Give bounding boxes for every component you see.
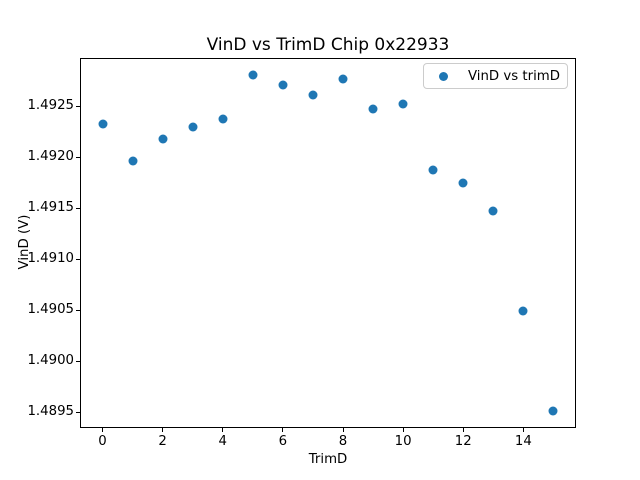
- x-axis-tick: [102, 428, 104, 432]
- y-axis-tick-label: 1.4920: [27, 149, 74, 165]
- scatter-point: [398, 99, 408, 109]
- y-axis-tick-label: 1.4910: [27, 251, 74, 267]
- scatter-point: [338, 74, 348, 84]
- x-axis-tick-label: 6: [278, 434, 288, 449]
- x-axis-tick: [462, 428, 464, 432]
- x-axis-tick-label: 12: [454, 434, 472, 449]
- scatter-point: [548, 406, 558, 416]
- x-axis-tick-label: 0: [98, 434, 107, 449]
- y-axis-tick-label: 1.4925: [27, 98, 74, 114]
- plot-area: [80, 58, 576, 428]
- y-axis-tick-label: 1.4895: [27, 404, 74, 420]
- y-axis-tick-label: 1.4900: [27, 353, 74, 369]
- y-axis-tick: [76, 309, 80, 311]
- y-axis-tick: [76, 258, 80, 260]
- x-axis-label: TrimD: [308, 452, 348, 467]
- y-axis-tick: [76, 207, 80, 209]
- x-axis-tick-label: 8: [338, 434, 348, 449]
- scatter-point: [98, 119, 108, 129]
- x-axis-tick: [162, 428, 164, 432]
- x-axis-tick: [522, 428, 524, 432]
- legend-label: VinD vs trimD: [468, 68, 560, 84]
- y-axis-tick: [76, 411, 80, 413]
- scatter-point: [488, 206, 498, 216]
- legend: VinD vs trimD: [423, 63, 568, 89]
- scatter-point: [458, 178, 468, 188]
- x-axis-tick-label: 10: [394, 434, 412, 449]
- y-axis-tick: [76, 360, 80, 362]
- legend-marker-icon: [439, 71, 448, 81]
- x-axis-tick-label: 14: [514, 434, 532, 449]
- x-axis-tick: [222, 428, 224, 432]
- y-axis-tick-label: 1.4905: [27, 302, 74, 318]
- y-axis-tick: [76, 105, 80, 107]
- x-axis-tick: [342, 428, 344, 432]
- x-axis-tick-label: 4: [218, 434, 228, 449]
- scatter-point: [128, 156, 138, 166]
- scatter-point: [248, 70, 258, 80]
- scatter-point: [518, 306, 528, 316]
- scatter-point: [218, 114, 228, 124]
- scatter-point: [368, 104, 378, 114]
- chart-title: VinD vs TrimD Chip 0x22933: [206, 35, 450, 55]
- y-axis-tick: [76, 156, 80, 158]
- x-axis-tick-label: 2: [158, 434, 167, 449]
- x-axis-tick: [402, 428, 404, 432]
- scatter-point: [278, 80, 288, 90]
- x-axis-tick: [282, 428, 284, 432]
- y-axis-tick-label: 1.4915: [27, 200, 74, 216]
- scatter-point: [158, 134, 168, 144]
- scatter-point: [428, 165, 438, 175]
- scatter-point: [188, 122, 198, 132]
- scatter-point: [308, 90, 318, 100]
